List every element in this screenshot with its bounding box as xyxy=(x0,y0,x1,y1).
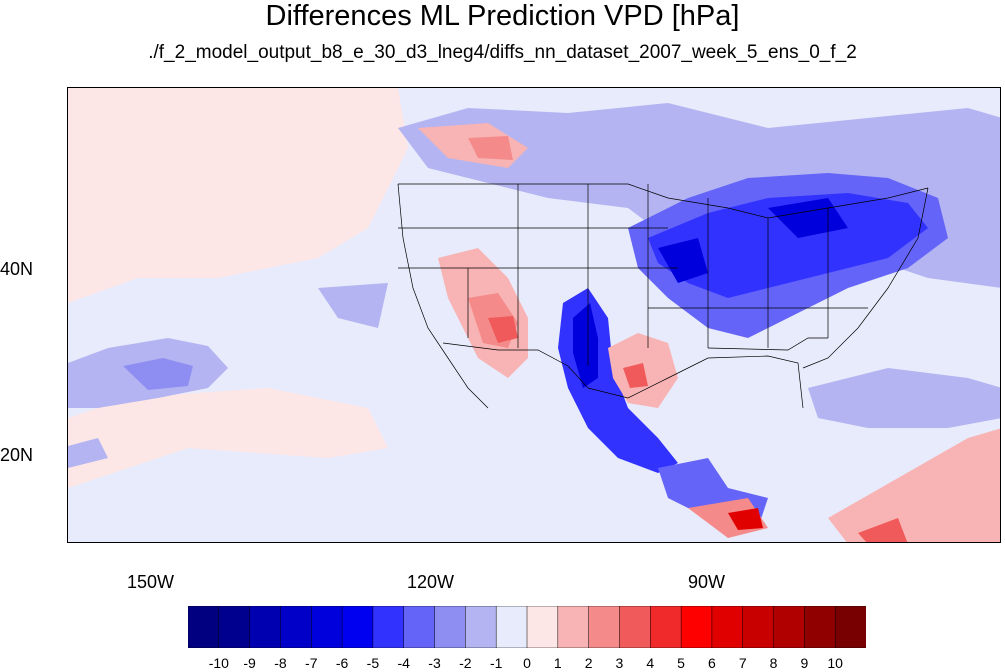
colorbar-swatch xyxy=(188,606,220,648)
map-panel xyxy=(67,87,1001,543)
atlantic-positive-band xyxy=(828,428,1000,542)
colorbar-swatch xyxy=(650,606,682,648)
colorbar-tick-label: 9 xyxy=(800,655,809,671)
colorbar-tick-label: 3 xyxy=(615,655,624,671)
colorbar-swatch xyxy=(804,606,836,648)
vpd-difference-field xyxy=(68,88,1000,542)
pacific-positive-south xyxy=(68,388,388,488)
colorbar-swatch xyxy=(495,606,528,648)
lat-label-40n: 40N xyxy=(0,259,34,279)
colorbar-tick-label: 1 xyxy=(553,655,562,671)
colorbar-tick-label: -3 xyxy=(428,655,441,671)
pacific-negative-strip xyxy=(318,283,388,328)
coastline-gulf xyxy=(587,355,804,409)
colorbar-tick-label: 6 xyxy=(708,655,716,671)
colorbar-swatch xyxy=(742,606,775,648)
colorbar-tick-label: -1 xyxy=(489,655,503,671)
country-boundary-canada-us xyxy=(398,183,929,219)
colorbar-swatch xyxy=(526,606,559,648)
colorbar-tick-label: -9 xyxy=(243,655,256,671)
colorbar-swatch xyxy=(434,606,467,648)
colorbar-swatch xyxy=(773,606,806,648)
colorbar-tick-label: 4 xyxy=(646,655,655,671)
colorbar-swatch xyxy=(218,606,251,648)
pacific-positive-region xyxy=(68,88,408,303)
colorbar-swatch xyxy=(249,606,282,648)
lat-label-20n: 20N xyxy=(0,445,34,465)
colorbar-tick-label: 10 xyxy=(827,655,843,671)
colorbar-tick-label: -5 xyxy=(366,655,380,671)
map-subtitle: ./f_2_model_output_b8_e_30_d3_lneg4/diff… xyxy=(148,42,857,63)
colorbar-swatch xyxy=(280,606,313,648)
colorbar-tick-label: -8 xyxy=(274,655,287,671)
coastline-east xyxy=(802,187,929,369)
lon-label-90w: 90W xyxy=(688,572,726,592)
map-title: Differences ML Prediction VPD [hPa] xyxy=(265,0,740,32)
colorbar-swatch xyxy=(557,606,590,648)
colorbar-tick-label: 0 xyxy=(523,655,531,671)
colorbar-swatch xyxy=(341,606,374,648)
colorbar-tick-label: 2 xyxy=(584,655,593,671)
colorbar-tick-label: -7 xyxy=(305,655,318,671)
colorbar-swatch xyxy=(588,606,621,648)
coastline-west xyxy=(397,183,489,409)
colorbar-tick-label: -10 xyxy=(208,655,229,671)
colorbar-tick-label: -4 xyxy=(397,655,410,671)
border-us-mexico xyxy=(442,342,589,389)
lon-label-120w: 120W xyxy=(407,572,455,592)
colorbar xyxy=(188,606,866,648)
colorbar-swatch xyxy=(465,606,497,648)
colorbar-swatch xyxy=(711,606,744,648)
colorbar-tick-label: 8 xyxy=(769,655,778,671)
colorbar-swatch xyxy=(311,606,343,648)
colorbar-swatch xyxy=(834,606,866,648)
colorbar-tick-label: -2 xyxy=(459,655,472,671)
colorbar-swatch xyxy=(619,606,652,648)
colorbar-tick-label: -6 xyxy=(335,655,349,671)
lon-label-150w: 150W xyxy=(127,572,175,592)
colorbar-swatch xyxy=(403,606,436,648)
colorbar-swatch xyxy=(680,606,713,648)
colorbar-swatch xyxy=(372,606,405,648)
colorbar-tick-label: 7 xyxy=(738,655,747,671)
colorbar-tick-label: 5 xyxy=(677,655,685,671)
